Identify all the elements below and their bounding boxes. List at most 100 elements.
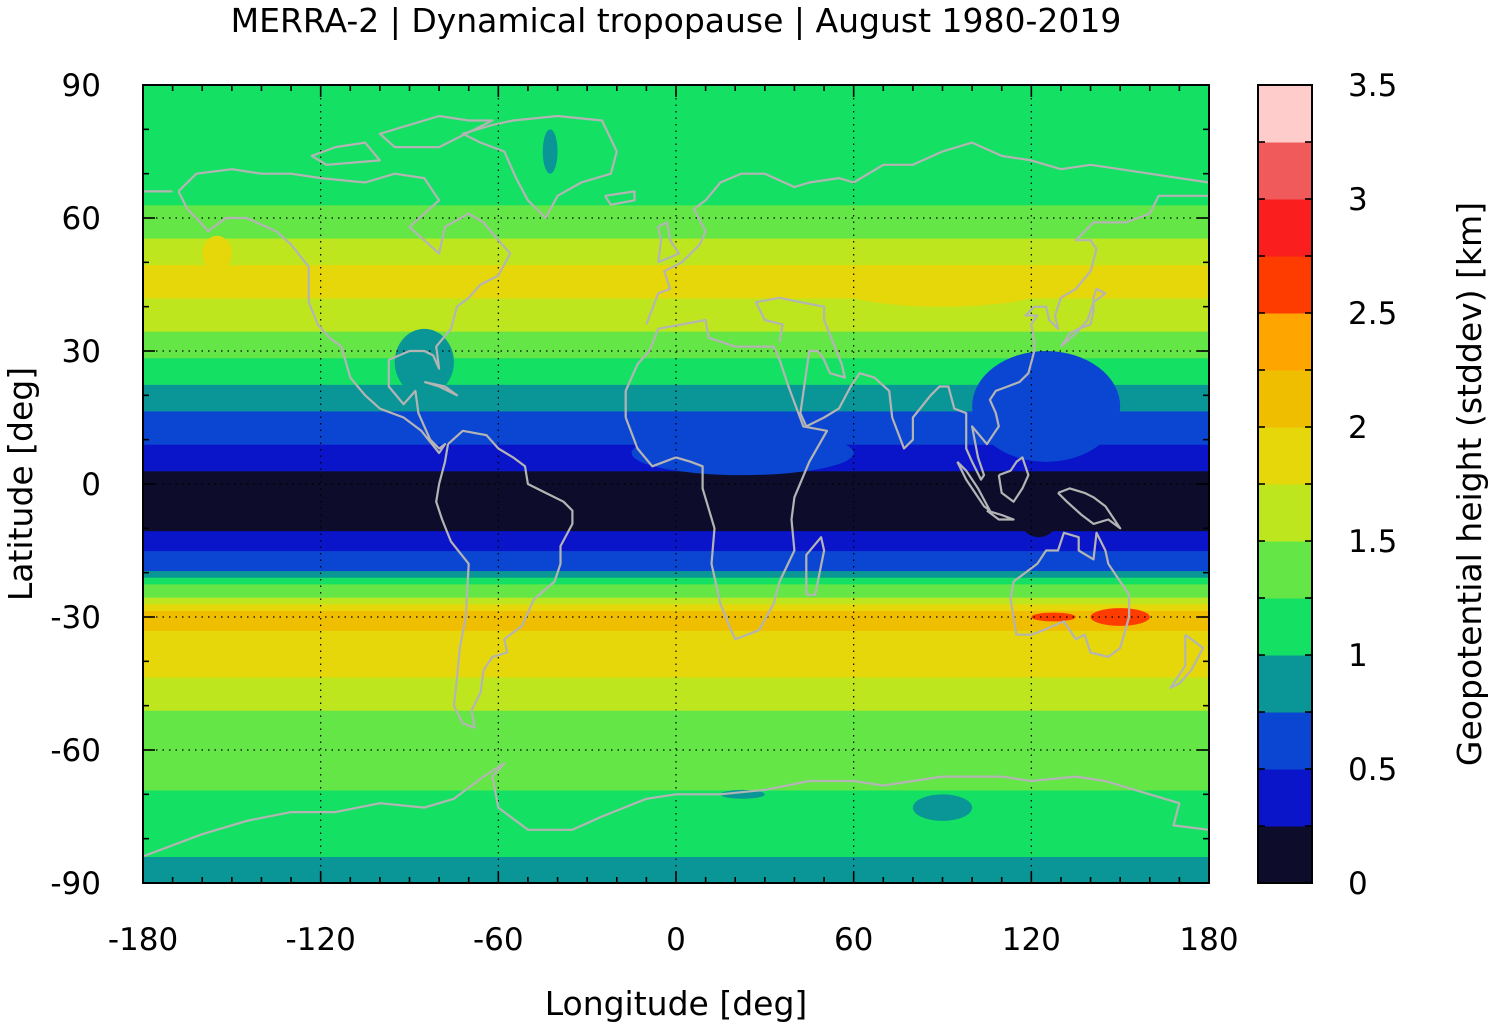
y-tick-label: 30 [62, 334, 101, 370]
contour-band [143, 390, 1209, 399]
contour-band [143, 643, 1209, 651]
contour-band [143, 710, 1209, 718]
contour-feature [394, 328, 454, 396]
x-tick-label: -180 [108, 922, 178, 958]
x-tick-label: -60 [473, 922, 524, 958]
colorbar-swatch [1258, 313, 1312, 371]
coastline [1059, 287, 1107, 348]
colorbar-tick-label: 1.5 [1348, 524, 1397, 560]
contour-band [143, 351, 1209, 359]
contour-band [143, 490, 1209, 498]
contour-band [143, 384, 1209, 392]
contour-band [143, 98, 1209, 106]
coastlines [143, 114, 1209, 858]
colorbar-tick-label: 0.5 [1348, 752, 1397, 788]
contour-feature [631, 430, 854, 476]
contour-band [143, 863, 1209, 871]
colorbar-tick-label: 3.5 [1348, 68, 1397, 104]
contour-band [143, 364, 1209, 372]
contour-band [143, 856, 1209, 864]
contour-band [143, 716, 1209, 724]
contour-band [143, 377, 1209, 385]
y-tick-label: -30 [50, 600, 101, 636]
contour-band [143, 404, 1209, 412]
contour-band [143, 191, 1209, 199]
contour-band [143, 211, 1209, 219]
contour-band [143, 577, 1209, 585]
contour-band [143, 776, 1209, 784]
contour-band [143, 284, 1209, 292]
contour-band [143, 497, 1209, 505]
contour-band [143, 696, 1209, 705]
contour-band [143, 583, 1209, 591]
contour-band [143, 171, 1209, 179]
contour-band [143, 783, 1209, 791]
contour-feature [202, 235, 232, 272]
coastline [423, 380, 458, 397]
contour-band [143, 337, 1209, 345]
contour-band [143, 311, 1209, 319]
contour-feature [1090, 608, 1150, 626]
y-tick-label: 0 [81, 467, 101, 503]
colorbar-tick-label: 0 [1348, 866, 1368, 902]
contour-band [143, 736, 1209, 744]
colorbar-label: Geopotential height (stddev) [km] [1450, 202, 1489, 766]
contour-band [143, 357, 1209, 365]
contour-feature [1016, 484, 1061, 538]
x-tick-label: -120 [285, 922, 355, 958]
x-tick-labels: -180 -120 -60 0 60 120 180 [108, 922, 1239, 958]
contour-feature [972, 351, 1121, 462]
coastline [805, 536, 826, 596]
plot-area [143, 85, 1209, 883]
y-axis-label: Latitude [deg] [1, 367, 40, 601]
coastline [310, 141, 381, 166]
coastline [956, 461, 991, 512]
contour-band [143, 703, 1209, 711]
contour-band [143, 597, 1209, 605]
plot-ticks [142, 84, 1210, 884]
x-tick-label: 0 [666, 922, 686, 958]
contour-feature [912, 794, 973, 821]
contour-band [143, 683, 1209, 691]
x-tick-label: 120 [1002, 922, 1061, 958]
contour-band [143, 144, 1209, 153]
colorbar-tick-label: 1 [1348, 638, 1368, 674]
coastline [1057, 487, 1122, 530]
contour-band [143, 670, 1209, 678]
coastline [461, 114, 618, 220]
contour-band [143, 124, 1209, 133]
contour-band [143, 470, 1209, 478]
coastline [1169, 633, 1205, 689]
contour-feature [838, 271, 1047, 307]
contour-band [143, 763, 1209, 771]
contour-band [143, 690, 1209, 698]
coastline [657, 221, 681, 264]
colorbar-swatch [1258, 826, 1312, 884]
contour-band [143, 723, 1209, 731]
contour-band [143, 730, 1209, 738]
contour-band [143, 750, 1209, 758]
coastline [177, 168, 512, 455]
contour-band [143, 344, 1209, 352]
colorbar [1258, 85, 1312, 884]
colorbar-swatch [1258, 85, 1312, 143]
x-tick-label: 60 [834, 922, 873, 958]
contour-band [143, 663, 1209, 671]
contour-band [143, 158, 1209, 166]
gridlines [143, 85, 1209, 883]
coastline [435, 429, 574, 729]
contour-band [143, 151, 1209, 159]
contour-band [143, 610, 1209, 618]
contour-band [143, 178, 1209, 186]
contour-band [143, 331, 1209, 339]
colorbar-swatch [1258, 427, 1312, 485]
y-tick-label: -90 [50, 866, 101, 902]
colorbar-swatch [1258, 541, 1312, 599]
contour-band [143, 676, 1209, 685]
contour-band [143, 424, 1209, 432]
contour-band [143, 297, 1209, 306]
contour-band [143, 204, 1209, 212]
coastline [754, 194, 1209, 481]
coastline [378, 114, 494, 149]
